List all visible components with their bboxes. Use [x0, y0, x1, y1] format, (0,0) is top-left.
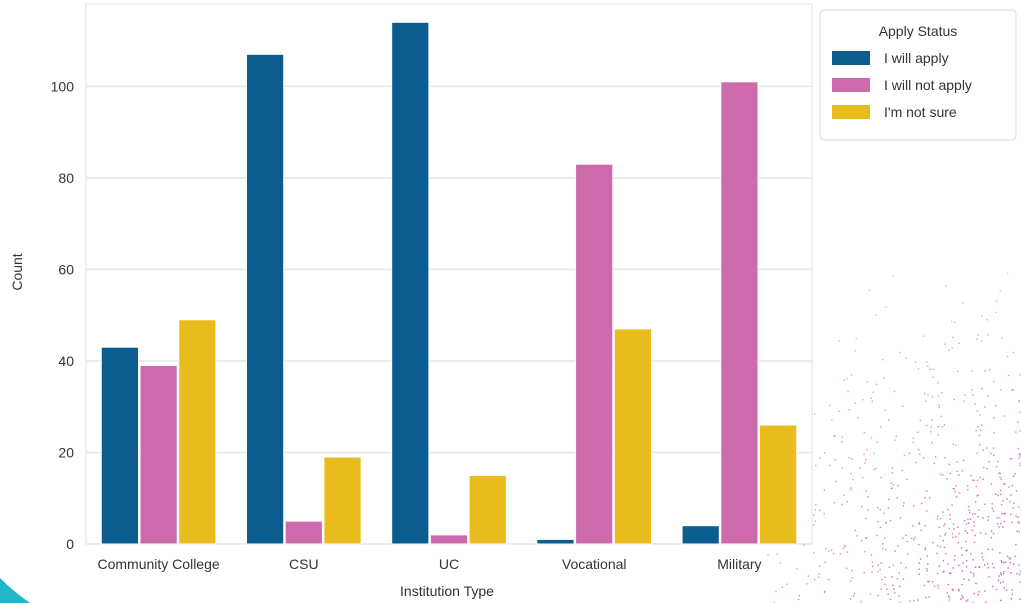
x-tick-label: UC	[439, 556, 459, 572]
legend-swatch	[832, 105, 870, 119]
y-tick-label: 100	[51, 78, 75, 94]
x-tick-label: Community College	[98, 556, 220, 572]
bar-vocational-series-1	[575, 163, 614, 545]
legend-swatch	[832, 78, 870, 92]
bar-vocational-series-2	[613, 328, 653, 545]
bar-vocational-series-0	[536, 538, 575, 545]
legend: Apply Status I will apply I will not appl…	[819, 9, 1017, 141]
legend-swatch	[832, 51, 870, 65]
legend-title: Apply Status	[879, 23, 958, 39]
y-tick-label: 20	[58, 444, 74, 460]
bar-community-college-series-0	[100, 346, 139, 545]
y-axis-ticks: 0 20 40 60 80 100	[51, 78, 75, 552]
bar-military-series-0	[681, 525, 720, 545]
bars	[100, 21, 798, 545]
y-tick-label: 60	[58, 261, 74, 277]
bar-uc-series-1	[429, 534, 469, 545]
x-tick-label: Vocational	[562, 556, 627, 572]
corner-accent-shape	[0, 578, 30, 603]
x-tick-label: CSU	[289, 556, 319, 572]
y-tick-label: 0	[66, 536, 74, 552]
bar-military-series-1	[720, 81, 759, 545]
legend-label: I will not apply	[884, 77, 972, 93]
bar-military-series-2	[759, 424, 798, 545]
legend-label: I will apply	[884, 50, 949, 66]
x-axis-label: Institution Type	[400, 583, 494, 599]
bar-uc-series-0	[391, 21, 430, 545]
bar-uc-series-2	[468, 474, 507, 545]
bar-csu-series-1	[284, 520, 323, 545]
y-tick-label: 80	[58, 170, 74, 186]
x-tick-label: Military	[717, 556, 761, 572]
bar-community-college-series-2	[178, 319, 217, 545]
bar-community-college-series-1	[139, 365, 178, 545]
y-axis-label: Count	[9, 253, 25, 290]
bar-csu-series-2	[323, 456, 362, 545]
y-tick-label: 40	[58, 353, 74, 369]
legend-label: I'm not sure	[884, 104, 957, 120]
bar-csu-series-0	[245, 53, 285, 545]
x-axis-ticks: Community College CSU UC Vocational Military	[98, 556, 762, 572]
